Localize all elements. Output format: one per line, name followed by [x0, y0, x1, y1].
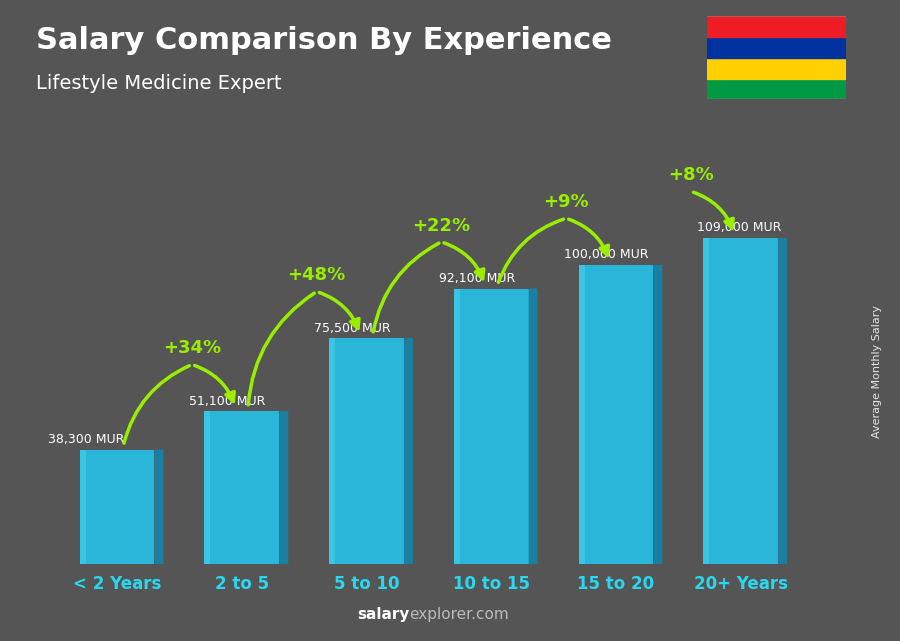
Text: 100,000 MUR: 100,000 MUR [563, 248, 648, 262]
Bar [204, 412, 279, 564]
Bar [579, 265, 584, 564]
Bar [706, 16, 846, 37]
Text: 75,500 MUR: 75,500 MUR [314, 322, 391, 335]
Bar [454, 288, 528, 564]
Text: Lifestyle Medicine Expert: Lifestyle Medicine Expert [36, 74, 282, 93]
Polygon shape [279, 412, 288, 564]
Text: +8%: +8% [668, 166, 714, 184]
Text: salary: salary [357, 607, 410, 622]
Polygon shape [155, 449, 164, 564]
Text: +48%: +48% [287, 267, 346, 285]
Polygon shape [404, 338, 413, 564]
Text: 92,100 MUR: 92,100 MUR [439, 272, 515, 285]
Text: +22%: +22% [412, 217, 471, 235]
Text: explorer.com: explorer.com [410, 607, 509, 622]
Bar [706, 37, 846, 58]
Polygon shape [778, 238, 788, 564]
Text: Salary Comparison By Experience: Salary Comparison By Experience [36, 26, 612, 54]
Text: +9%: +9% [544, 193, 589, 211]
Bar [703, 238, 778, 564]
Text: Average Monthly Salary: Average Monthly Salary [872, 305, 883, 438]
Text: 38,300 MUR: 38,300 MUR [49, 433, 125, 446]
Bar [329, 338, 404, 564]
Polygon shape [528, 288, 537, 564]
Bar [80, 449, 155, 564]
Bar [454, 288, 460, 564]
Bar [329, 338, 335, 564]
Bar [80, 449, 86, 564]
Bar [204, 412, 211, 564]
Bar [706, 79, 846, 99]
Bar [579, 265, 653, 564]
Text: 109,000 MUR: 109,000 MUR [697, 221, 781, 235]
Polygon shape [653, 265, 662, 564]
Bar [706, 58, 846, 79]
Text: 51,100 MUR: 51,100 MUR [189, 395, 266, 408]
Bar [703, 238, 709, 564]
Text: +34%: +34% [163, 339, 221, 358]
